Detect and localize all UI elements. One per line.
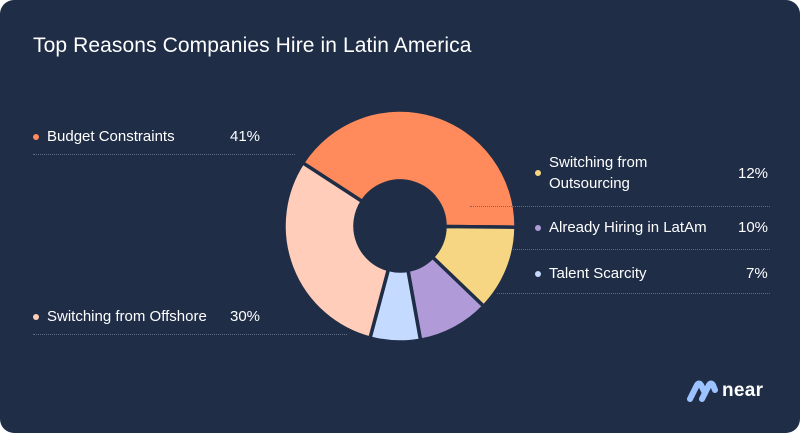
legend-label: Budget Constraints: [47, 128, 175, 145]
legend-item-budget-constraints: Budget Constraints 41%: [33, 126, 293, 148]
legend-item-already-hiring-in-latam: Already Hiring in LatAm 10%: [535, 217, 770, 239]
legend-value: 7%: [746, 265, 768, 282]
legend-item-switching-from-offshore: Switching from Offshore 30%: [33, 306, 293, 328]
legend-label: Switching from Offshore: [47, 308, 207, 325]
legend-dot-icon: [33, 314, 39, 320]
legend-divider: [33, 334, 347, 335]
legend-dot-icon: [33, 134, 39, 140]
legend-dot-icon: [535, 170, 541, 176]
legend-dot-icon: [535, 271, 541, 277]
legend-value: 30%: [230, 308, 261, 325]
legend-value: 12%: [738, 165, 769, 182]
legend-item-switching-from-outsourcing: Switching from Outsourcing 12%: [535, 152, 770, 196]
legend-dot-icon: [535, 225, 541, 231]
near-logo-icon: [687, 380, 718, 402]
legend-value: 10%: [738, 219, 769, 236]
legend-label: Switching from: [549, 154, 648, 171]
legend-divider: [470, 206, 770, 207]
chart-title: Top Reasons Companies Hire in Latin Amer…: [33, 34, 472, 57]
donut-slice-budget-constraints: [300, 108, 518, 229]
legend-label: Outsourcing: [549, 175, 630, 192]
legend-label: Talent Scarcity: [549, 265, 647, 282]
donut-slice-switching-from-offshore: [282, 161, 391, 340]
brand-name: near: [722, 380, 764, 401]
legend-value: 41%: [230, 128, 261, 145]
legend-label: Already Hiring in LatAm: [549, 219, 707, 236]
legend-divider: [513, 249, 770, 250]
legend-divider: [33, 154, 295, 155]
legend-item-talent-scarcity: Talent Scarcity 7%: [535, 263, 770, 285]
legend-divider: [497, 293, 770, 294]
